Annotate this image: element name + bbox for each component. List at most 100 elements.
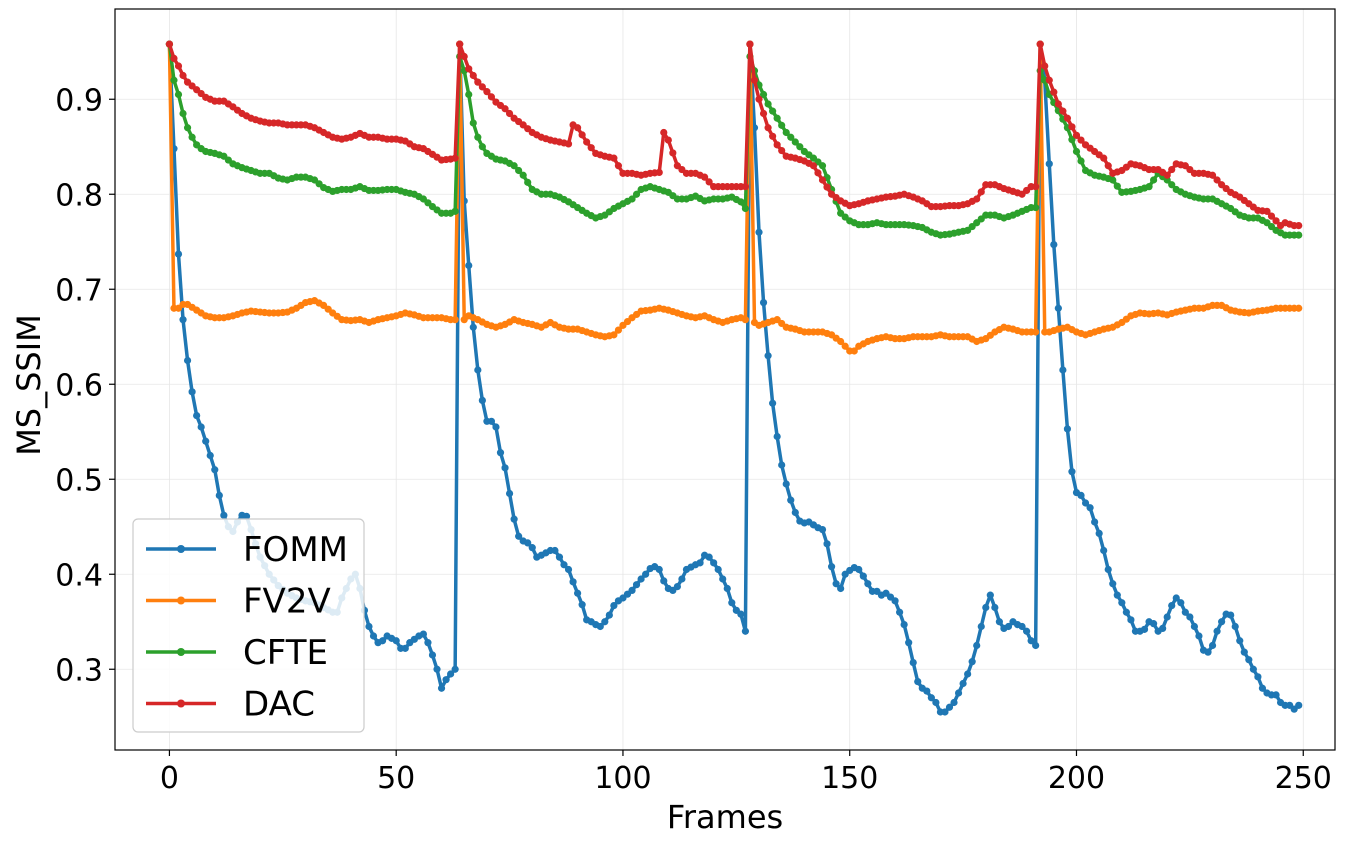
data-point [818, 176, 827, 184]
data-point [741, 316, 750, 324]
data-point [1032, 641, 1040, 650]
data-point [1118, 599, 1126, 607]
data-point [474, 133, 482, 141]
data-point [1045, 160, 1053, 168]
data-point [1227, 611, 1235, 619]
data-point [673, 583, 681, 591]
data-point [1149, 620, 1158, 628]
data-point [1295, 701, 1303, 709]
data-point [524, 539, 532, 547]
data-point [859, 572, 867, 580]
data-point [642, 570, 650, 578]
data-point [551, 546, 559, 555]
data-point [1068, 468, 1076, 476]
data-point [574, 124, 582, 132]
data-point [483, 88, 491, 96]
data-point [664, 136, 672, 144]
data-point [1163, 613, 1171, 621]
data-point [1095, 529, 1103, 538]
data-point [1072, 147, 1081, 156]
data-point [510, 515, 518, 523]
data-point [515, 166, 523, 175]
legend-label: CFTE [243, 633, 328, 673]
data-point [451, 154, 459, 162]
data-point [428, 651, 437, 659]
data-point [469, 323, 477, 331]
legend-marker [177, 545, 185, 553]
data-point [1208, 171, 1217, 179]
data-point [1168, 181, 1176, 189]
data-point [632, 581, 641, 589]
data-point [823, 183, 831, 191]
data-point [660, 128, 668, 137]
data-point [1218, 618, 1226, 626]
legend-box [132, 518, 365, 733]
data-point [574, 589, 582, 597]
data-point [578, 601, 586, 609]
y-tick-label: 0.3 [55, 653, 103, 688]
data-point [759, 109, 768, 118]
data-point [1163, 171, 1171, 179]
data-point [954, 689, 963, 697]
data-point [1081, 499, 1090, 507]
data-point [474, 366, 482, 374]
data-point [1054, 304, 1062, 312]
data-point [1272, 691, 1280, 699]
data-point [932, 698, 940, 707]
data-point [1231, 622, 1239, 631]
data-point [474, 78, 482, 86]
data-point [773, 141, 781, 149]
data-point [478, 396, 486, 404]
data-point [750, 76, 759, 84]
data-point [628, 195, 636, 203]
data-point [823, 540, 831, 548]
data-point [1168, 602, 1176, 610]
data-point [487, 93, 496, 101]
data-point [832, 580, 840, 588]
x-tick-label: 0 [160, 761, 179, 796]
data-point [696, 559, 704, 567]
data-point [1109, 176, 1117, 184]
data-point [1195, 632, 1203, 640]
data-point [451, 316, 459, 324]
data-point [202, 437, 210, 445]
data-point [778, 146, 786, 155]
data-point [905, 639, 913, 647]
data-point [242, 512, 251, 520]
data-point [206, 451, 214, 460]
y-tick-label: 0.4 [55, 558, 103, 593]
legend: FOMM FV2V CFTE DAC [132, 518, 365, 733]
data-point [170, 54, 178, 63]
data-point [188, 388, 196, 396]
data-point [460, 52, 468, 61]
data-point [456, 40, 464, 48]
plot-frame [114, 8, 1336, 751]
data-point [1172, 594, 1180, 602]
data-point [896, 608, 904, 616]
data-point [1032, 328, 1040, 336]
data-point [1077, 491, 1085, 499]
data-point [1045, 76, 1053, 84]
data-point [941, 708, 949, 716]
data-point [610, 331, 618, 339]
data-point [755, 228, 763, 236]
data-point [174, 250, 183, 258]
data-point [1236, 637, 1244, 645]
data-point [973, 641, 981, 650]
data-point [1249, 665, 1257, 673]
legend-label: FOMM [243, 530, 348, 570]
data-point [1168, 165, 1176, 174]
data-point [1140, 625, 1149, 633]
data-point [1036, 40, 1044, 48]
data-point [1104, 565, 1112, 574]
x-tick-label: 100 [594, 761, 651, 796]
data-point [183, 124, 192, 132]
data-point [614, 162, 623, 170]
data-point [855, 565, 863, 574]
data-point [1023, 627, 1031, 635]
data-point [723, 584, 731, 593]
data-point [378, 637, 387, 645]
data-point [583, 138, 591, 146]
data-point [1122, 608, 1130, 616]
